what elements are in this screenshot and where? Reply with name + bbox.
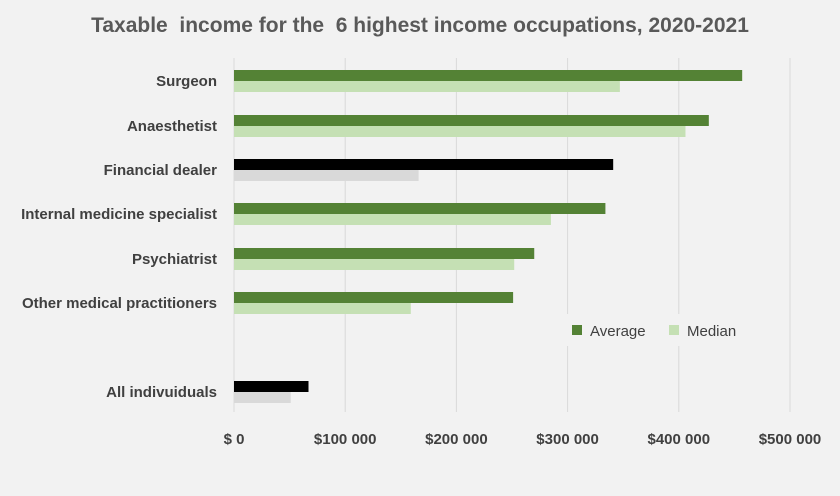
legend-box (555, 314, 754, 346)
category-label: Other medical practitioners (22, 295, 217, 312)
bar-average (234, 159, 614, 170)
x-tick-label: $200 000 (425, 431, 488, 448)
legend-label-median: Median (687, 323, 736, 340)
bar-average (234, 203, 606, 214)
bar-median (234, 126, 686, 137)
category-label: Surgeon (156, 73, 217, 90)
chart-title: Taxable income for the 6 highest income … (91, 14, 749, 37)
x-tick-label: $500 000 (759, 431, 822, 448)
bar-median (234, 259, 515, 270)
category-label: Anaesthetist (127, 118, 217, 135)
legend-swatch-median (669, 325, 679, 335)
bar-median (234, 214, 551, 225)
bar-average (234, 292, 514, 303)
legend-swatch-average (572, 325, 582, 335)
legend-label-average: Average (590, 323, 646, 340)
bar-average (234, 115, 709, 126)
category-label: Psychiatrist (132, 251, 217, 268)
bar-median (234, 303, 411, 314)
bar-average (234, 248, 535, 259)
x-tick-label: $100 000 (314, 431, 377, 448)
category-label: Internal medicine specialist (21, 206, 217, 223)
category-label: All indivuiduals (106, 384, 217, 401)
x-tick-label: $ 0 (224, 431, 245, 448)
bar-average (234, 70, 743, 81)
category-label: Financial dealer (104, 162, 218, 179)
bar-average (234, 381, 309, 392)
bar-median (234, 81, 620, 92)
x-tick-label: $400 000 (648, 431, 711, 448)
bar-median (234, 170, 419, 181)
x-tick-label: $300 000 (536, 431, 599, 448)
bar-median (234, 392, 291, 403)
